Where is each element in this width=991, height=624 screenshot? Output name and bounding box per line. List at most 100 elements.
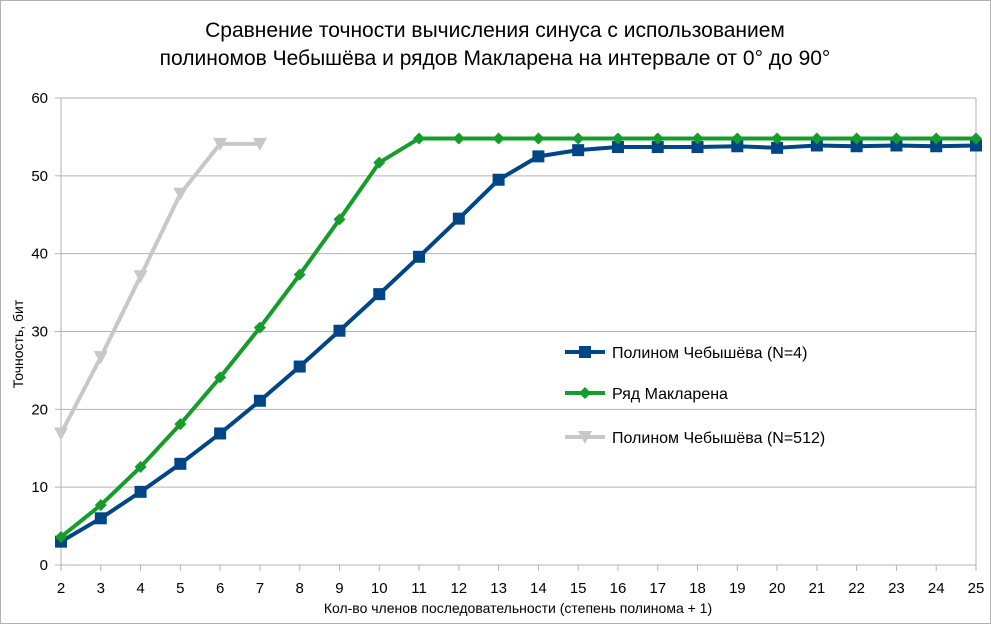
- series-3-line: [59, 141, 262, 436]
- series-1-point: [174, 457, 187, 470]
- legend-swatch-marker: [579, 387, 591, 399]
- series-3: [54, 137, 267, 441]
- series-2-point: [850, 132, 863, 145]
- series-layer: [54, 132, 982, 548]
- x-tick-label: 18: [689, 580, 706, 597]
- x-tick-label: 25: [968, 580, 985, 597]
- x-tick-label: 2: [57, 580, 65, 597]
- series-3-point: [54, 427, 68, 441]
- series-1-point: [970, 139, 982, 152]
- legend-entry-3: Полином Чебышёва (N=512): [565, 430, 825, 447]
- legend-label: Ряд Макларена: [612, 386, 728, 403]
- y-tick-label: 30: [31, 324, 48, 341]
- series-1-point: [373, 288, 386, 301]
- x-tick-label: 12: [450, 580, 467, 597]
- series-1-line: [59, 143, 978, 544]
- y-tick-label: 20: [31, 401, 48, 418]
- series-1-point: [890, 139, 903, 152]
- series-1: [55, 139, 982, 548]
- series-1-point: [611, 141, 624, 154]
- series-1-point: [333, 324, 346, 337]
- legend-swatch-marker: [579, 346, 591, 358]
- y-tick-label: 60: [31, 90, 48, 107]
- x-tick-label: 3: [97, 580, 105, 597]
- series-1-point: [850, 140, 863, 153]
- series-2-point: [771, 132, 784, 145]
- series-2-point: [174, 418, 187, 431]
- series-1-point: [492, 173, 505, 186]
- x-tick-label: 20: [769, 580, 786, 597]
- y-tick-label: 10: [31, 479, 48, 496]
- series-3-point: [252, 137, 267, 151]
- axes: [55, 97, 977, 571]
- series-2: [55, 132, 982, 543]
- x-tick-label: 17: [649, 580, 666, 597]
- series-1-point: [651, 141, 664, 154]
- series-2-point: [214, 371, 227, 384]
- x-tick-label: 23: [888, 580, 905, 597]
- x-tick-label: 24: [928, 580, 945, 597]
- series-2-point: [930, 132, 943, 145]
- series-1-point: [810, 139, 823, 152]
- series-2-point: [611, 132, 624, 145]
- x-tick-label: 6: [216, 580, 224, 597]
- y-axis-tick-labels: 0 10 20 30 40 50 60: [31, 90, 48, 574]
- series-2-point: [731, 132, 744, 145]
- series-2-point: [970, 132, 982, 145]
- x-tick-label: 9: [335, 580, 343, 597]
- x-tick-label: 4: [136, 580, 144, 597]
- series-2-point: [134, 460, 147, 473]
- series-1-point: [771, 141, 784, 154]
- series-2-point: [532, 132, 545, 145]
- legend-entry-1: Полином Чебышёва (N=4): [565, 345, 807, 362]
- series-1-point: [253, 394, 266, 407]
- series-2-point: [691, 132, 704, 145]
- x-tick-label: 19: [729, 580, 746, 597]
- y-tick-label: 40: [31, 246, 48, 263]
- x-tick-label: 5: [176, 580, 184, 597]
- y-tick-label: 50: [31, 168, 48, 185]
- legend-label: Полином Чебышёва (N=512): [612, 430, 825, 447]
- series-2-point: [492, 132, 505, 145]
- y-axis-title: Точность, бит: [10, 299, 26, 388]
- series-1-point: [532, 150, 545, 163]
- series-2-line: [59, 136, 978, 539]
- series-1-point: [134, 485, 147, 498]
- legend-label: Полином Чебышёва (N=4): [612, 345, 807, 362]
- series-2-point: [810, 132, 823, 145]
- series-2-point: [253, 321, 266, 334]
- series-2-point: [55, 530, 67, 543]
- series-1-point: [293, 360, 306, 373]
- gridlines: [61, 97, 976, 488]
- x-tick-label: 7: [256, 580, 264, 597]
- series-3-point: [173, 187, 188, 201]
- y-tick-label: 0: [40, 557, 48, 574]
- series-1-point: [94, 512, 107, 525]
- series-2-point: [572, 132, 585, 145]
- series-2-point: [373, 156, 386, 169]
- series-1-point: [413, 250, 426, 263]
- series-2-point: [413, 132, 426, 145]
- series-2-point: [333, 213, 346, 226]
- series-1-point: [691, 141, 704, 154]
- series-2-point: [94, 499, 107, 512]
- legend-swatch-marker: [578, 431, 592, 444]
- x-tick-label: 8: [296, 580, 304, 597]
- x-tick-label: 13: [490, 580, 507, 597]
- series-2-point: [452, 132, 465, 145]
- series-3-point: [133, 270, 148, 284]
- x-tick-label: 22: [848, 580, 865, 597]
- series-2-point: [293, 268, 306, 281]
- chart-title-line-2: полиномов Чебышёва и рядов Макларена на …: [160, 47, 831, 70]
- series-1-point: [930, 140, 943, 153]
- series-1-point: [572, 144, 585, 157]
- x-tick-label: 11: [411, 580, 427, 597]
- series-3-point: [93, 351, 108, 365]
- chart-title-line-1: Сравнение точности вычисления синуса с и…: [205, 19, 785, 42]
- x-axis-title: Кол-во членов последовательности (степен…: [324, 600, 712, 616]
- x-tick-label: 10: [371, 580, 388, 597]
- series-2-point: [651, 132, 664, 145]
- x-tick-label: 21: [809, 580, 826, 597]
